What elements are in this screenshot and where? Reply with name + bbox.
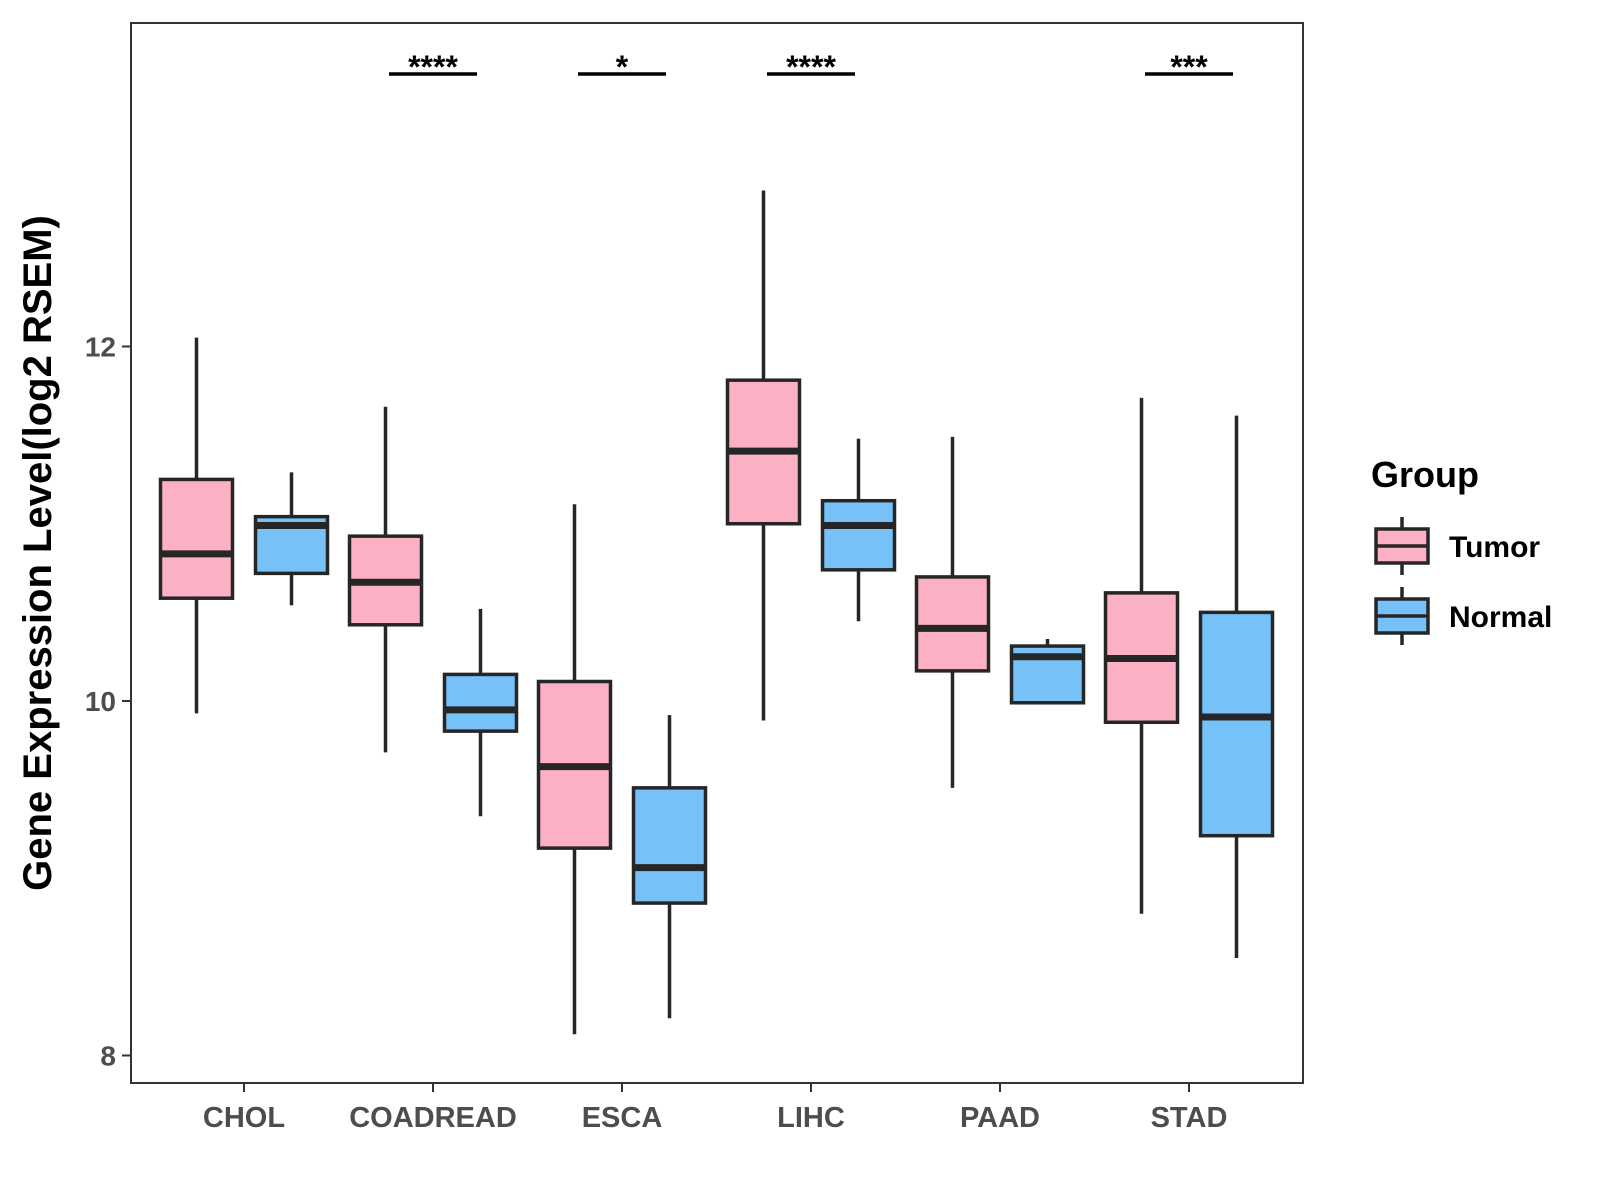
x-tick-label-esca: ESCA (582, 1102, 663, 1134)
box-iqr (914, 575, 991, 673)
box-iqr (631, 786, 708, 905)
box-normal-esca (631, 715, 708, 1019)
x-tick-label-lihc: LIHC (777, 1102, 845, 1134)
box-normal-stad (1198, 415, 1275, 959)
significance-label: * (616, 49, 629, 85)
y-axis: 8 10 12 (85, 332, 131, 1072)
y-axis-title: Gene Expression Level(log2 RSEM) (16, 215, 60, 891)
legend-entries: Tumor Normal (1374, 517, 1552, 645)
significance-lihc: **** (767, 49, 855, 85)
legend-entry-tumor: Tumor (1374, 517, 1540, 575)
y-tick-label: 10 (85, 686, 116, 717)
legend-entry-normal: Normal (1374, 587, 1552, 645)
x-axis: CHOL COADREAD ESCA LIHC PAAD STAD (203, 1083, 1227, 1134)
legend: Group Tumor Normal (1371, 454, 1552, 645)
box-normal-lihc (820, 438, 897, 622)
box-tumor-coadread (347, 406, 424, 753)
significance-label: **** (786, 49, 836, 85)
box-iqr (442, 672, 519, 733)
significance-label: *** (1170, 49, 1208, 85)
box-tumor-chol (158, 337, 235, 714)
box-normal-chol (253, 472, 330, 606)
box-tumor-esca (536, 504, 613, 1035)
y-tick-label: 8 (100, 1041, 116, 1072)
significance-stad: *** (1145, 49, 1233, 85)
box-iqr (1198, 610, 1275, 838)
box-tumor-stad (1103, 397, 1180, 914)
box-tumor-lihc (725, 190, 802, 721)
significance-coadread: **** (389, 49, 477, 85)
legend-label: Tumor (1449, 531, 1540, 564)
boxes-layer (158, 190, 1275, 1035)
legend-title: Group (1371, 454, 1479, 495)
legend-label: Normal (1449, 601, 1552, 634)
x-tick-label-stad: STAD (1151, 1102, 1228, 1134)
y-tick-label: 12 (85, 332, 116, 363)
x-tick-label-chol: CHOL (203, 1102, 285, 1134)
x-tick-label-coadread: COADREAD (349, 1102, 517, 1134)
significance-esca: * (578, 49, 666, 85)
box-tumor-paad (914, 436, 991, 788)
x-tick-label-paad: PAAD (960, 1102, 1040, 1134)
box-normal-paad (1009, 638, 1086, 705)
plot-panel-border (130, 22, 1304, 1084)
box-normal-coadread (442, 608, 519, 817)
significance-layer: **** * **** *** (389, 49, 1233, 85)
box-iqr (820, 498, 897, 572)
box-iqr (158, 477, 235, 600)
significance-label: **** (408, 49, 458, 85)
